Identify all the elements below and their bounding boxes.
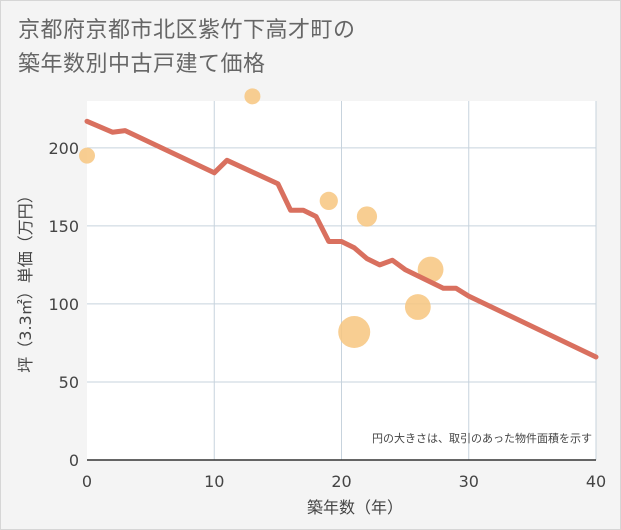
y-tick-labels: 0 50 100 150 200	[48, 139, 79, 470]
bubble-point	[404, 294, 431, 320]
bubble-point	[244, 88, 261, 105]
y-tick-label: 200	[48, 139, 79, 158]
bubble-point	[417, 256, 444, 283]
bubble-series	[79, 88, 444, 349]
x-tick-label: 40	[586, 472, 606, 491]
x-tick-label: 0	[82, 472, 92, 491]
y-tick-label: 100	[48, 295, 79, 314]
y-tick-label: 50	[59, 373, 79, 392]
y-axis-title: 坪（3.3㎡）単価（万円）	[16, 187, 35, 372]
x-tick-labels: 0 10 20 30 40	[82, 472, 606, 491]
bubble-point	[319, 191, 338, 211]
x-tick-label: 30	[459, 472, 479, 491]
bubble-point	[338, 316, 371, 349]
y-tick-label: 0	[69, 451, 79, 470]
chart-title-line2: 築年数別中古戸建て価格	[18, 52, 266, 77]
x-axis-title: 築年数（年）	[307, 498, 403, 517]
bubble-point	[79, 147, 95, 164]
x-tick-label: 20	[331, 472, 351, 491]
bubble-point	[356, 206, 378, 227]
y-tick-label: 150	[48, 217, 79, 236]
price-line	[84, 118, 599, 360]
grid-lines	[87, 101, 597, 460]
x-tick-label: 10	[204, 472, 224, 491]
chart-title: 京都府京都市北区紫竹下高才町の 築年数別中古戸建て価格	[18, 14, 578, 82]
chart-title-line1: 京都府京都市北区紫竹下高才町の	[18, 18, 356, 43]
bubble-size-note: 円の大きさは、取引のあった物件面積を示す	[372, 431, 592, 445]
